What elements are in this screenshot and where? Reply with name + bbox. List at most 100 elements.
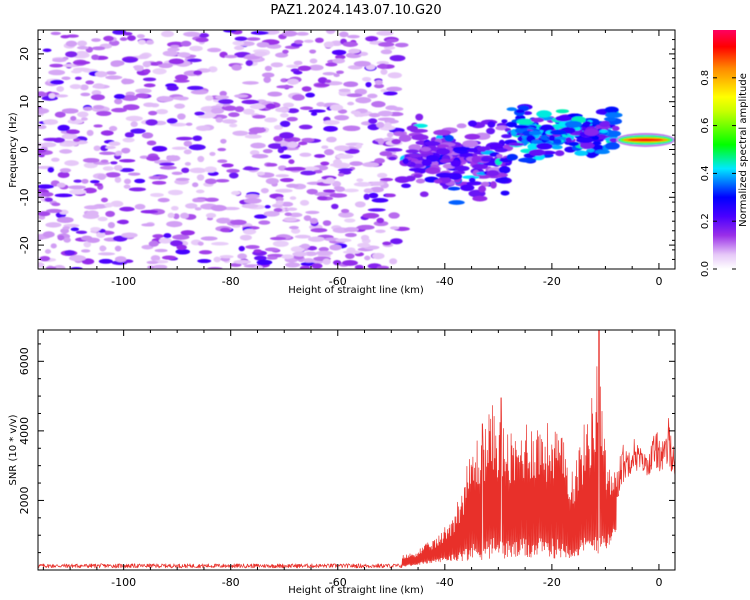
figure-title: PAZ1.2024.143.07.10.G20 — [270, 3, 441, 18]
spectrogram-cell — [46, 208, 63, 213]
spectrogram-cell — [265, 177, 279, 185]
spectrogram-cell — [263, 210, 280, 217]
spectrogram-cell — [243, 197, 262, 204]
spectrogram-cell — [130, 128, 146, 134]
spectrogram-cell — [289, 212, 303, 218]
spectrogram-cell — [377, 110, 393, 117]
spectrogram-cell — [280, 201, 294, 207]
colorbar-tick-label: 0.4 — [700, 165, 711, 181]
spectrogram-cell — [74, 76, 82, 80]
spectrogram-cell — [354, 201, 366, 208]
spectrogram-cell — [604, 106, 619, 114]
spectrogram-cell — [299, 265, 311, 269]
spectrogram-cell — [169, 122, 187, 127]
spectrogram-cell — [242, 167, 260, 171]
spectrogram-cell — [362, 162, 380, 168]
spectrogram-cell — [119, 206, 135, 212]
spectrogram-cell — [331, 203, 339, 210]
spectrogram-cell — [435, 172, 454, 178]
spectrogram-cell — [275, 196, 284, 202]
spectrogram-cell — [334, 186, 346, 193]
spectrogram-cell — [59, 168, 72, 173]
spectrogram-cell — [323, 120, 340, 125]
spectrogram-cell — [490, 181, 497, 189]
spectrogram-cell — [177, 113, 186, 120]
spectrogram-cell — [301, 137, 315, 143]
spectrogram-cell — [555, 115, 572, 122]
spectrogram-cell — [229, 123, 238, 128]
spectrogram-cell — [180, 40, 192, 47]
spectrogram-cell — [591, 135, 600, 141]
spectrogram-cell — [323, 125, 338, 132]
snr-series-line — [38, 330, 675, 569]
spectrogram-cell — [325, 62, 338, 67]
spectrogram-cell — [450, 160, 461, 168]
spectrogram-cell — [241, 99, 260, 105]
spectrogram-cell — [49, 63, 64, 68]
spectrogram-cell — [527, 143, 539, 151]
spectrogram-cell — [105, 210, 115, 218]
spectrogram-cell — [254, 51, 268, 57]
colorbar: 0.0 0.2 0.4 0.6 0.8 Normalized spectral ampl… — [700, 30, 749, 277]
spectrogram-cell — [143, 83, 156, 88]
spectrogram-cell — [211, 241, 229, 246]
spectrogram-cell — [60, 34, 70, 39]
spectrogram-cell — [286, 207, 298, 211]
spectrogram-cell — [114, 256, 127, 263]
spectrogram-cell — [176, 244, 187, 251]
spectrogram-cell — [248, 127, 267, 134]
spectrogram-cell — [64, 142, 78, 147]
spectrogram-cell — [194, 207, 202, 211]
spectrogram-cell — [389, 258, 398, 265]
spectrogram-cell — [514, 124, 530, 129]
spectrogram-cell — [415, 178, 426, 184]
spectrogram-cell — [308, 109, 326, 113]
spectrogram-x-tick-label: -80 — [222, 275, 240, 288]
spectrogram-cell — [56, 86, 65, 92]
spectrogram-cell — [148, 240, 159, 247]
spectrogram-cell — [464, 133, 481, 140]
spectrogram-cell — [289, 196, 297, 200]
spectrogram-cell — [113, 94, 126, 100]
spectrogram-cell — [146, 39, 154, 45]
spectrogram-cell — [194, 111, 205, 116]
spectrogram-cell — [83, 205, 101, 210]
spectrogram-cell — [91, 38, 101, 42]
spectrogram-cell — [325, 79, 332, 84]
spectrogram-cell — [303, 215, 312, 222]
spectrogram-cell — [170, 44, 180, 49]
spectrogram-cell — [447, 186, 461, 191]
spectrogram-cell — [124, 178, 132, 185]
spectrogram-cell — [122, 31, 133, 36]
spectrogram-cell — [149, 176, 161, 180]
spectrogram-cell — [342, 41, 358, 47]
spectrogram-cell — [253, 265, 264, 269]
spectrogram-cell — [96, 231, 106, 238]
spectrogram-cell — [353, 60, 371, 67]
spectrogram-cell — [338, 88, 351, 93]
spectrogram-cell — [508, 142, 524, 147]
spectrogram-x-tick-label: -100 — [111, 275, 136, 288]
spectrogram-cell — [264, 205, 271, 209]
spectrogram-cell — [57, 235, 65, 241]
spectrogram-cell — [204, 166, 217, 173]
spectrogram-cell — [183, 31, 201, 37]
spectrogram-cell — [125, 115, 143, 122]
spectrogram-cell — [374, 79, 383, 85]
spectrogram-cell — [253, 249, 262, 253]
spectrogram-cell — [152, 68, 167, 75]
spectrogram-cell — [356, 224, 375, 230]
spectrogram-cell — [282, 102, 295, 108]
spectrogram-cell — [425, 167, 441, 175]
spectrogram-cell — [59, 149, 73, 154]
spectrogram-cell — [472, 195, 488, 202]
spectrogram-cell — [146, 155, 160, 162]
spectrogram-cell — [325, 30, 336, 34]
spectrogram-cell — [337, 173, 345, 177]
spectrogram-cell — [368, 192, 379, 199]
spectrogram-cell — [90, 226, 101, 232]
spectrogram-cell — [355, 97, 372, 104]
spectrogram-cell — [348, 48, 361, 54]
spectrogram-cell — [276, 85, 294, 89]
